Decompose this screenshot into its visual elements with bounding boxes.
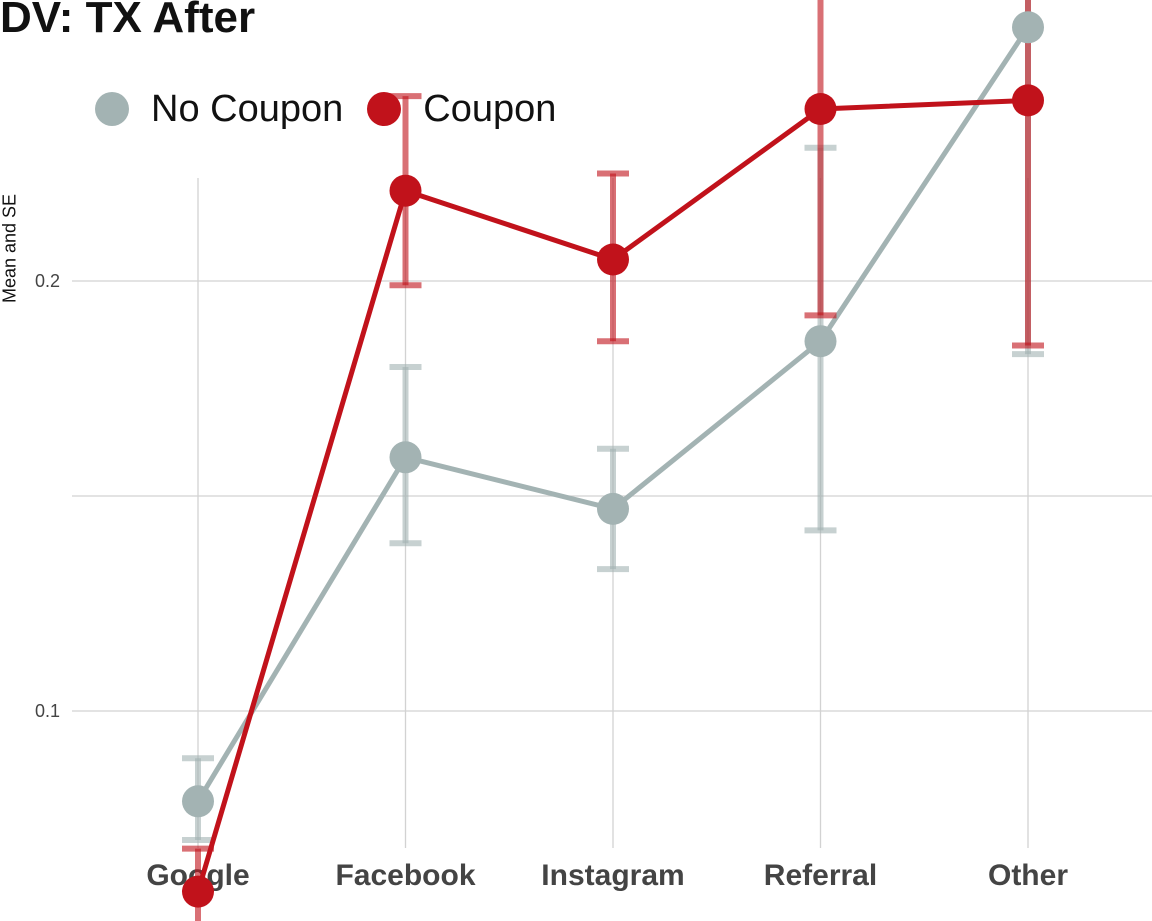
point-no-coupon [804, 325, 837, 358]
point-no-coupon [389, 441, 422, 474]
x-tick-label: Other [988, 859, 1068, 892]
point-coupon [597, 243, 629, 276]
legend-item-no-coupon: No Coupon [95, 88, 343, 131]
chart-title: DV: TX After [0, 0, 256, 42]
point-coupon [1012, 84, 1044, 117]
x-tick-label: Instagram [541, 859, 684, 892]
x-tick-label: Facebook [335, 859, 475, 892]
legend-swatch-no-coupon [95, 92, 129, 126]
point-no-coupon [597, 492, 629, 525]
point-coupon [804, 93, 837, 125]
y-tick-label: 0.2 [35, 271, 60, 291]
point-coupon [182, 875, 214, 908]
x-tick-label: Referral [764, 859, 877, 892]
legend-label-coupon: Coupon [423, 87, 557, 130]
point-no-coupon [1012, 11, 1044, 44]
point-no-coupon [182, 785, 214, 818]
point-coupon [389, 174, 422, 207]
y-tick-label: 0.1 [35, 701, 60, 721]
legend-label-no-coupon: No Coupon [151, 87, 344, 130]
